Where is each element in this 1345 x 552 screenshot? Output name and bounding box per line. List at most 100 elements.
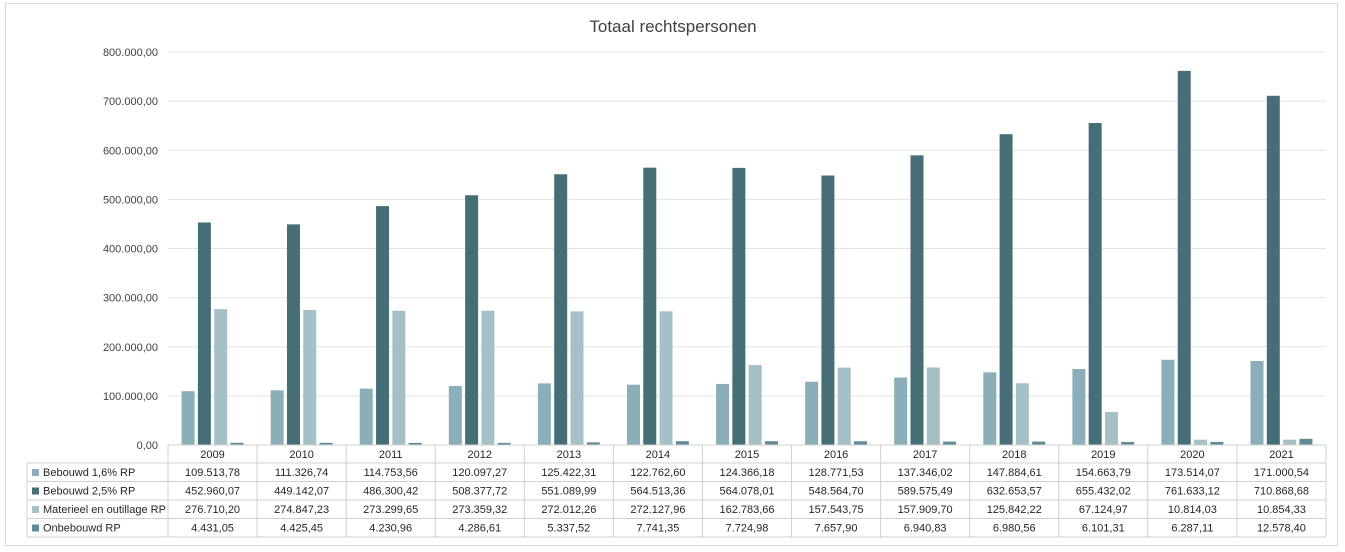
bar bbox=[1088, 123, 1102, 446]
data-table-value: 7.741,35 bbox=[637, 523, 680, 535]
bar bbox=[270, 390, 284, 445]
data-table-value: 171.000,54 bbox=[1254, 467, 1309, 479]
data-table-value: 449.142,07 bbox=[274, 486, 329, 498]
data-table-value: 12.578,40 bbox=[1257, 523, 1306, 535]
category-label: 2021 bbox=[1269, 449, 1293, 461]
data-table-value: 10.854,33 bbox=[1257, 504, 1306, 516]
data-table-value: 452.960,07 bbox=[185, 486, 240, 498]
bar bbox=[926, 367, 940, 445]
data-table-value: 710.868,68 bbox=[1254, 486, 1309, 498]
bar bbox=[1177, 70, 1191, 446]
gridlines bbox=[168, 51, 1326, 446]
y-tick-label: 300.000,00 bbox=[103, 293, 158, 305]
data-table-value: 4.230,96 bbox=[369, 523, 412, 535]
bar bbox=[319, 442, 333, 445]
category-label: 2019 bbox=[1091, 449, 1115, 461]
data-table-value: 111.326,74 bbox=[275, 467, 328, 479]
data-table-value: 7.657,90 bbox=[815, 523, 858, 535]
bar bbox=[1250, 360, 1264, 445]
y-axis-ticks: 0,00 100.000,00 200.000,00 300.000,00 400.00… bbox=[103, 47, 158, 452]
data-table-value: 157.543,75 bbox=[809, 504, 864, 516]
bar bbox=[554, 174, 568, 445]
data-table-value: 4.286,61 bbox=[458, 523, 501, 535]
bars bbox=[181, 70, 1313, 446]
bar bbox=[465, 195, 479, 445]
bar bbox=[230, 442, 244, 445]
data-table-value: 157.909,70 bbox=[898, 504, 953, 516]
bar bbox=[837, 367, 851, 445]
y-tick-label: 500.000,00 bbox=[103, 194, 158, 206]
bar bbox=[181, 391, 195, 445]
legend-key bbox=[32, 469, 39, 476]
category-label: 2013 bbox=[557, 449, 581, 461]
data-table-value: 4.425,45 bbox=[280, 523, 323, 535]
data-table-value: 273.299,65 bbox=[363, 504, 418, 516]
data-table-value: 486.300,42 bbox=[363, 486, 418, 498]
bar bbox=[537, 383, 551, 445]
data-table-value: 6.980,56 bbox=[993, 523, 1036, 535]
data-table-value: 125.422,31 bbox=[541, 467, 596, 479]
bar bbox=[303, 309, 317, 445]
bar bbox=[1266, 95, 1280, 445]
category-label: 2015 bbox=[735, 449, 759, 461]
data-table-value: 7.724,98 bbox=[726, 523, 769, 535]
data-table-value: 6.287,11 bbox=[1171, 523, 1213, 535]
data-table-value: 173.514,07 bbox=[1165, 467, 1220, 479]
data-table-value: 276.710,20 bbox=[185, 504, 240, 516]
data-table-value: 589.575,49 bbox=[898, 486, 953, 498]
data-table-value: 274.847,23 bbox=[274, 504, 329, 516]
bar bbox=[659, 311, 673, 445]
bar bbox=[675, 441, 689, 445]
bar bbox=[586, 442, 600, 445]
data-table-value: 162.783,66 bbox=[719, 504, 774, 516]
bar bbox=[376, 206, 390, 445]
bar bbox=[805, 381, 819, 445]
data-table-value: 6.940,83 bbox=[904, 523, 947, 535]
bar bbox=[910, 155, 924, 446]
bar bbox=[1210, 441, 1224, 445]
data-table-value: 125.842,22 bbox=[987, 504, 1042, 516]
data-table-value: 564.513,36 bbox=[630, 486, 685, 498]
data-table-value: 761.633,12 bbox=[1165, 486, 1220, 498]
legend-key bbox=[32, 524, 39, 532]
category-label: 2018 bbox=[1002, 449, 1026, 461]
bar bbox=[1072, 369, 1086, 445]
y-tick-label: 100.000,00 bbox=[103, 391, 158, 403]
series-name: Bebouwd 2,5% RP bbox=[43, 486, 135, 498]
bar bbox=[1032, 441, 1046, 445]
bar bbox=[1121, 442, 1135, 445]
bar bbox=[764, 441, 778, 445]
chart-title: Totaal rechtspersonen bbox=[589, 17, 756, 36]
bar bbox=[854, 441, 868, 445]
series-name: Materieel en outillage RP bbox=[43, 504, 166, 516]
bar bbox=[570, 311, 584, 445]
y-tick-label: 800.000,00 bbox=[103, 47, 158, 59]
bar-chart: Totaal rechtspersonen 0,00 100.000,00 200.… bbox=[26, 17, 1327, 538]
bar bbox=[481, 310, 495, 445]
bar bbox=[392, 310, 406, 445]
data-table-value: 564.078,01 bbox=[719, 486, 774, 498]
bar bbox=[286, 224, 300, 445]
category-label: 2014 bbox=[646, 449, 670, 461]
bar bbox=[408, 442, 422, 445]
y-tick-label: 0,00 bbox=[137, 440, 158, 452]
bar bbox=[943, 441, 957, 445]
data-table-value: 137.346,02 bbox=[898, 467, 953, 479]
category-label: 2010 bbox=[289, 449, 313, 461]
category-label: 2017 bbox=[913, 449, 937, 461]
y-tick-label: 700.000,00 bbox=[103, 96, 158, 108]
data-table-value: 120.097,27 bbox=[452, 467, 507, 479]
bar bbox=[1194, 439, 1208, 445]
data-table-value: 122.762,60 bbox=[630, 467, 685, 479]
bar bbox=[1015, 383, 1029, 445]
data-table-value: 109.513,78 bbox=[185, 467, 240, 479]
legend-key bbox=[32, 506, 39, 513]
data-table-value: 272.127,96 bbox=[630, 504, 685, 516]
bar bbox=[197, 222, 211, 445]
data-table-value: 272.012,26 bbox=[541, 504, 596, 516]
category-label: 2009 bbox=[200, 449, 224, 461]
category-label: 2012 bbox=[468, 449, 492, 461]
bar bbox=[999, 134, 1013, 446]
data-table-value: 128.771,53 bbox=[809, 467, 864, 479]
bar bbox=[1299, 438, 1313, 445]
